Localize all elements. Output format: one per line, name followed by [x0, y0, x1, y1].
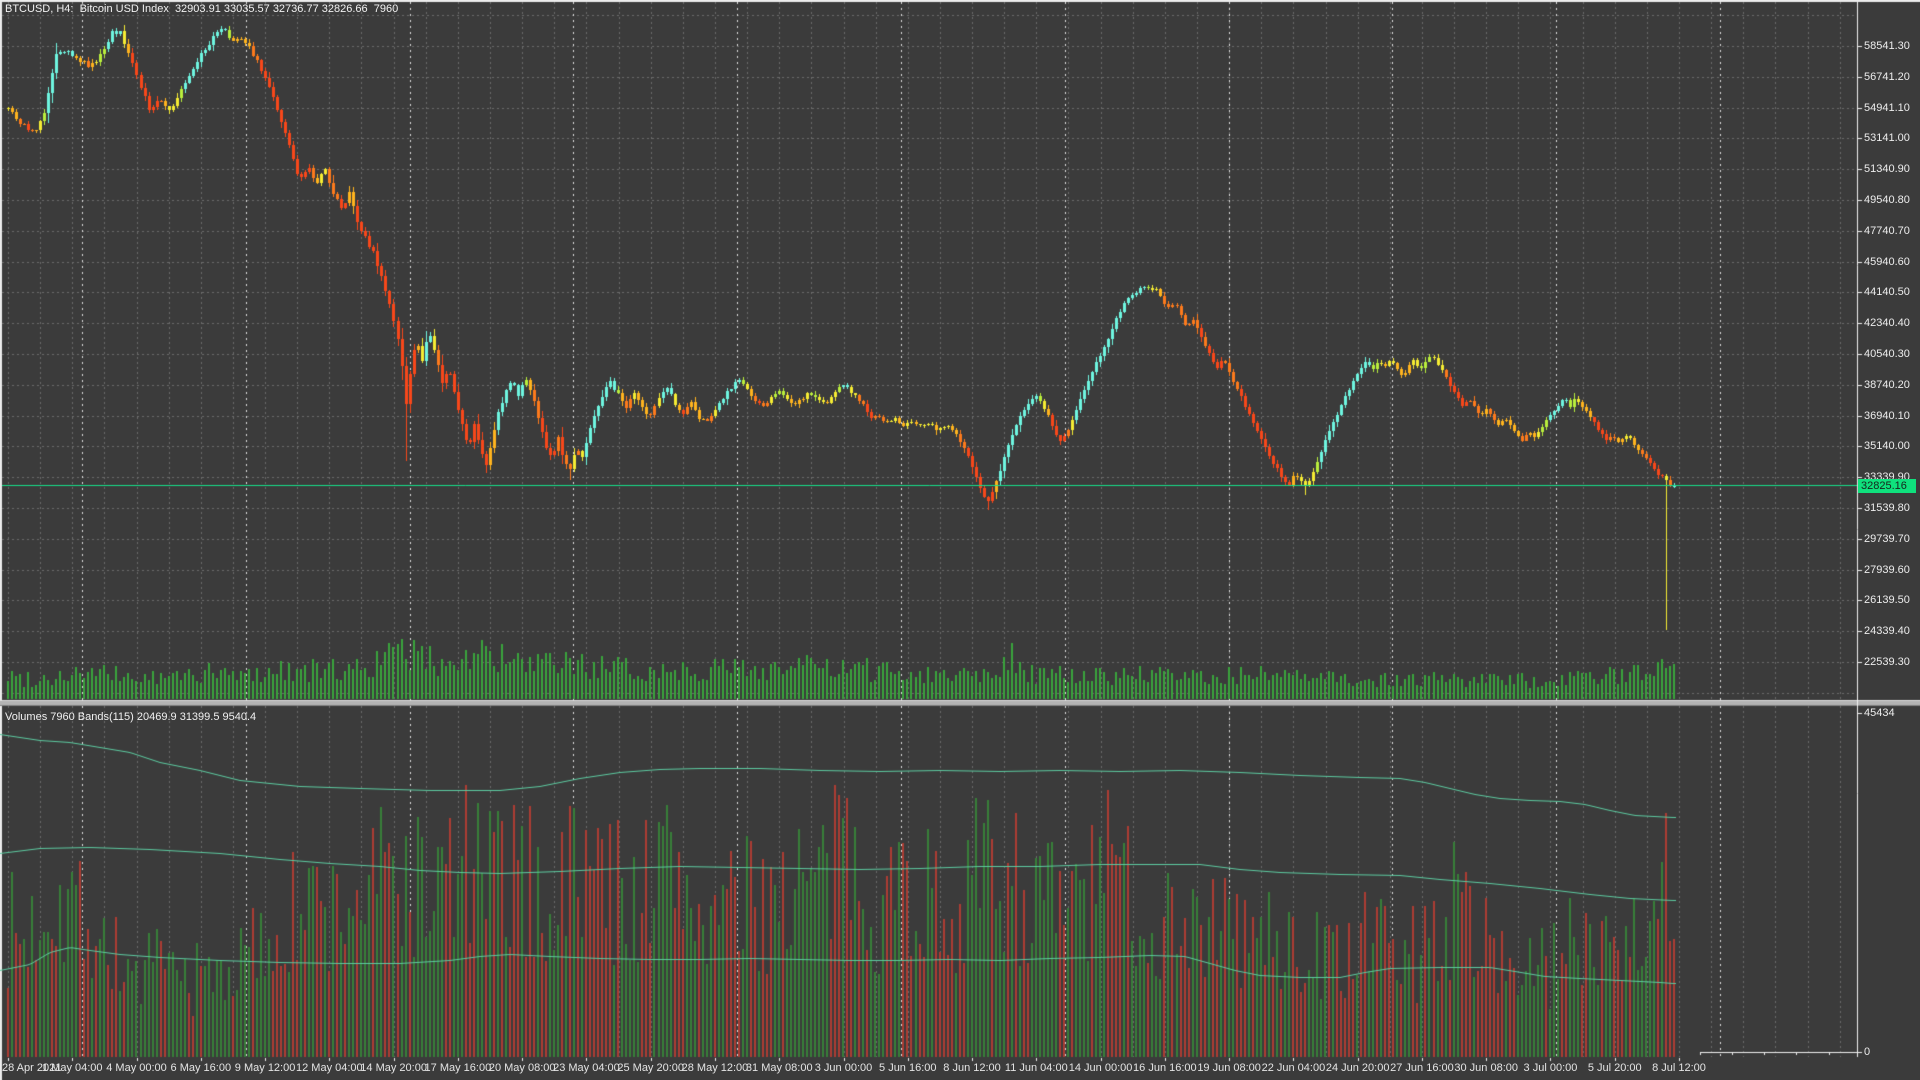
price-axis-label: 29739.70	[1864, 532, 1910, 545]
price-axis-label: 27939.60	[1864, 563, 1910, 576]
price-axis-label: 54941.10	[1864, 101, 1910, 114]
price-axis-label: 42340.40	[1864, 317, 1910, 330]
current-price-tag: 32825.16	[1858, 479, 1916, 493]
time-axis-label: 23 May 04:00	[553, 1062, 620, 1074]
price-axis-label: 58541.30	[1864, 40, 1910, 52]
time-axis-label: 9 May 12:00	[234, 1062, 296, 1074]
price-axis-label: 51340.90	[1864, 163, 1910, 176]
time-axis-label: 28 Apr 2021	[2, 1062, 62, 1074]
time-axis-label: 3 Jul 00:00	[1523, 1062, 1578, 1074]
time-axis-label: 14 Jun 00:00	[1068, 1062, 1133, 1074]
time-axis-label: 8 Jun 12:00	[943, 1062, 1001, 1074]
price-axis-label: 40540.30	[1864, 348, 1910, 360]
lower-panel-min-label: 0	[1864, 1046, 1871, 1058]
price-axis-label: 24339.40	[1864, 625, 1910, 638]
time-axis-label: 14 May 20:00	[360, 1062, 427, 1074]
price-axis-label: 35140.00	[1864, 440, 1910, 453]
time-axis-label: 5 Jul 20:00	[1587, 1062, 1642, 1074]
time-axis-label: 31 May 08:00	[745, 1062, 813, 1074]
time-axis-label: 3 Jun 00:00	[814, 1062, 873, 1074]
time-axis-label: 12 May 04:00	[296, 1062, 363, 1074]
time-axis-label: 28 May 12:00	[681, 1062, 749, 1074]
time-axis-label: 22 Jun 04:00	[1261, 1062, 1326, 1074]
time-axis-label: 19 Jun 08:00	[1197, 1062, 1261, 1074]
price-axis-label: 47740.70	[1864, 224, 1910, 237]
time-axis-label: 5 Jun 16:00	[879, 1062, 937, 1074]
time-axis-label: 6 May 16:00	[170, 1062, 232, 1074]
time-axis-label: 16 Jun 16:00	[1133, 1062, 1197, 1074]
price-axis-label: 56741.20	[1864, 70, 1910, 83]
lower-panel-max-label: 45434	[1864, 707, 1895, 719]
price-axis-label: 53141.00	[1864, 132, 1910, 145]
time-axis-label: 20 May 08:00	[488, 1062, 556, 1074]
time-axis-label: 30 Jun 08:00	[1454, 1062, 1519, 1074]
time-axis-label: 27 Jun 16:00	[1390, 1062, 1454, 1074]
price-axis-label: 22539.30	[1864, 656, 1910, 668]
time-axis-label: 24 Jun 20:00	[1325, 1062, 1390, 1074]
price-axis-label: 36940.10	[1864, 409, 1910, 422]
time-axis-label: 25 May 20:00	[617, 1062, 685, 1074]
time-axis-label: 17 May 16:00	[424, 1062, 492, 1074]
price-axis-label: 49540.80	[1864, 194, 1910, 206]
chart-title: BTCUSD, H4: Bitcoin USD Index 32903.91 3…	[5, 3, 399, 15]
indicator-label: Volumes 7960 Bands(115) 20469.9 31399.5 …	[5, 711, 257, 723]
time-axis-label: 4 May 00:00	[106, 1062, 167, 1074]
time-axis-label: 11 Jun 04:00	[1004, 1062, 1068, 1074]
price-axis-label: 31539.80	[1864, 502, 1910, 514]
price-axis-label: 45940.60	[1864, 255, 1910, 268]
price-axis-label: 38740.20	[1864, 378, 1910, 391]
time-axis-label: 8 Jul 12:00	[1652, 1062, 1706, 1074]
time-axis-label: 1 May 04:00	[41, 1062, 103, 1074]
price-axis-label: 26139.50	[1864, 594, 1910, 607]
price-axis-label: 44140.50	[1864, 286, 1910, 299]
